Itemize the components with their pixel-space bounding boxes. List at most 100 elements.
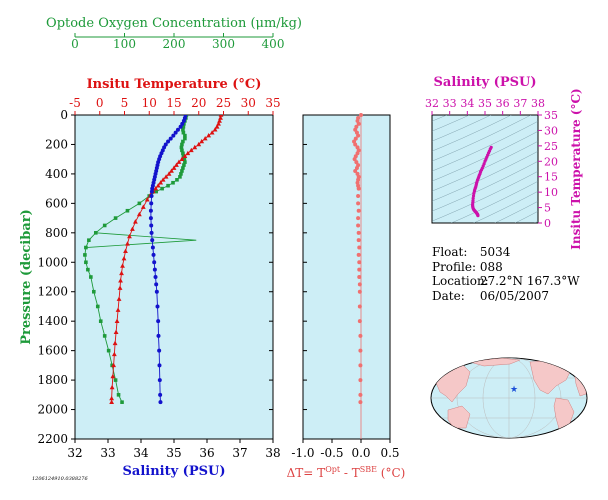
float-info: Float: 5034 Profile: 088 Location: 27.2°…	[432, 245, 580, 303]
isopycnal-line	[432, 121, 538, 172]
temperature-point	[109, 384, 115, 390]
delta-t-point	[358, 400, 363, 405]
temperature-point	[209, 130, 215, 135]
oxygen-point	[160, 186, 164, 191]
delta-t-tick-label: 0.0	[351, 446, 370, 460]
ts-plot-area	[431, 114, 539, 224]
world-map: ★	[430, 357, 588, 439]
oxygen-point	[95, 304, 100, 309]
date-row: Date: 06/05/2007	[432, 289, 580, 304]
salinity-point	[158, 400, 163, 405]
temperature-point	[116, 296, 122, 301]
profile-series	[83, 115, 224, 405]
ts-temperature-tick-label: 10	[544, 186, 558, 199]
oxygen-point	[120, 400, 124, 404]
temperature-point	[185, 150, 191, 156]
isopycnal-line	[432, 171, 538, 222]
profile-row: Profile: 088	[432, 260, 580, 275]
temperature-point	[174, 162, 179, 167]
oxygen-tick-label: 400	[262, 37, 285, 51]
isopycnal-line	[432, 161, 538, 212]
salinity-point	[180, 121, 185, 126]
map-arctic	[469, 358, 521, 367]
delta-t-point	[357, 245, 362, 250]
salinity-tick-label: 37	[232, 446, 247, 460]
salinity-point	[150, 238, 155, 243]
temperature-point	[110, 373, 116, 379]
delta-t-point	[357, 319, 362, 324]
temperature-tick-label: 10	[142, 96, 157, 110]
temperature-point	[218, 115, 224, 117]
salinity-point	[178, 124, 183, 129]
salinity-point	[148, 208, 153, 213]
temperature-point	[217, 118, 222, 123]
temperature-tick-label: 20	[191, 96, 206, 110]
oxygen-point	[93, 231, 98, 235]
temperature-tick-label: 15	[166, 96, 181, 110]
date-value: 06/05/2007	[479, 288, 549, 303]
ts-salinity-tick-label: 34	[460, 97, 474, 110]
delta-t-point	[358, 348, 363, 353]
salinity-point	[149, 194, 154, 198]
delta-t-point	[353, 168, 358, 173]
isopycnal-line	[432, 115, 532, 162]
isopycnal-line	[432, 115, 512, 152]
salinity-point	[157, 363, 162, 368]
salinity-tick-label: 38	[265, 446, 280, 460]
oxygen-point	[182, 157, 187, 161]
delta-t-point	[358, 363, 363, 368]
temperature-point	[115, 307, 121, 312]
pressure-tick-label: 800	[45, 226, 68, 240]
ts-temperature-axis-title: Insitu Temperature (°C)	[569, 88, 583, 249]
delta-t-point	[356, 186, 361, 191]
oxygen-point	[102, 334, 107, 338]
delta-t-point	[353, 127, 358, 132]
delta-t-point	[356, 194, 361, 198]
ts-salinity-tick-label: 32	[425, 97, 439, 110]
salinity-point	[149, 230, 154, 235]
delta-t-point	[359, 113, 363, 117]
temperature-tick-label: 5	[121, 96, 129, 110]
temperature-point	[125, 241, 130, 246]
salinity-point	[152, 267, 157, 272]
pressure-tick-label: 1000	[37, 255, 68, 269]
map-australia	[447, 405, 471, 429]
oxygen-point	[180, 148, 184, 153]
delta-t-point	[358, 392, 363, 397]
oxygen-point	[181, 127, 185, 132]
salinity-tick-label: 36	[199, 446, 214, 460]
temperature-point	[121, 255, 127, 261]
delta-t-point	[353, 136, 358, 141]
float-label: Float:	[432, 245, 468, 259]
temperature-tick-label: 30	[241, 96, 256, 110]
pressure-tick-label: 2200	[37, 432, 68, 446]
ts-salinity-tick-label: 33	[443, 97, 457, 110]
oxygen-point	[137, 201, 142, 206]
temperature-point	[117, 285, 123, 290]
ts-axes: 32 33 34 35 36 37 38 0 5 10 15 20 25 30 35	[425, 97, 558, 230]
delta-t-axis: -1.0 -0.5 0.0 0.5	[291, 114, 400, 460]
profile-value: 088	[479, 259, 503, 274]
delta-t-point	[356, 230, 361, 235]
delta-t-point	[356, 133, 361, 138]
location-value: 27.2°N 167.3°W	[479, 274, 580, 288]
oxygen-point	[92, 289, 96, 294]
salinity-tick-label: 33	[100, 446, 115, 460]
oxygen-point	[175, 178, 179, 182]
pressure-tick-label: 1600	[37, 344, 68, 358]
oxygen-point	[116, 393, 121, 397]
temperature-point	[182, 153, 188, 159]
salinity-point	[173, 130, 178, 135]
salinity-point	[154, 289, 159, 294]
salinity-point	[168, 136, 173, 141]
temperature-point	[192, 144, 198, 150]
ts-salinity-tick-label: 38	[531, 97, 545, 110]
temperature-point	[199, 138, 205, 144]
temperature-point	[202, 135, 208, 141]
salinity-point	[157, 378, 162, 383]
salinity-point	[163, 142, 168, 147]
oxygen-point	[180, 142, 184, 147]
footer-id: 1206124910.0388276	[32, 476, 88, 482]
temperature-point	[171, 165, 177, 170]
temperature-point	[132, 219, 138, 224]
